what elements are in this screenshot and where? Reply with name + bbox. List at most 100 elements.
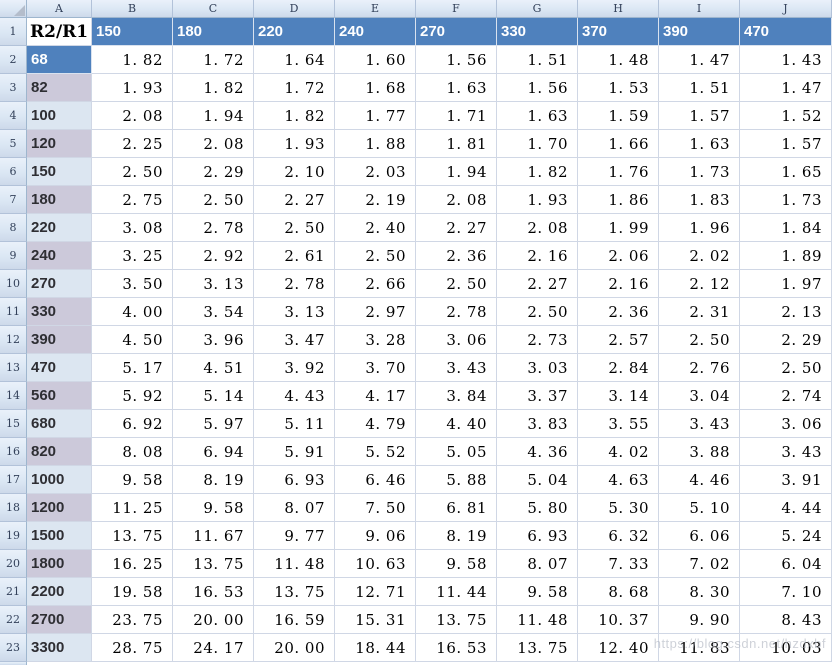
data-cell[interactable]: 13. 75: [173, 550, 254, 578]
data-cell[interactable]: 1. 57: [740, 130, 832, 158]
data-cell[interactable]: 2. 50: [335, 242, 416, 270]
data-cell[interactable]: 3. 06: [416, 326, 497, 354]
data-cell[interactable]: 1. 51: [497, 46, 578, 74]
data-cell[interactable]: 4. 51: [173, 354, 254, 382]
data-cell[interactable]: 2. 27: [497, 270, 578, 298]
header-cell[interactable]: 150: [92, 18, 173, 46]
data-cell[interactable]: 6. 32: [578, 522, 659, 550]
data-cell[interactable]: 6. 93: [497, 522, 578, 550]
data-cell[interactable]: 5. 52: [335, 438, 416, 466]
data-cell[interactable]: 3. 13: [173, 270, 254, 298]
data-cell[interactable]: 1. 82: [173, 74, 254, 102]
row-header-cell[interactable]: 1500: [27, 522, 92, 550]
data-cell[interactable]: 1. 93: [92, 74, 173, 102]
row-header-cell[interactable]: 1800: [27, 550, 92, 578]
data-cell[interactable]: 7. 33: [578, 550, 659, 578]
row-header-cell[interactable]: 68: [27, 46, 92, 74]
row-header-cell[interactable]: 150: [27, 158, 92, 186]
data-cell[interactable]: 4. 40: [416, 410, 497, 438]
data-cell[interactable]: 6. 94: [173, 438, 254, 466]
data-cell[interactable]: 5. 04: [497, 466, 578, 494]
data-cell[interactable]: 2. 03: [335, 158, 416, 186]
column-header-j[interactable]: J: [740, 0, 832, 18]
data-cell[interactable]: 2. 36: [416, 242, 497, 270]
column-header-b[interactable]: B: [92, 0, 173, 18]
row-header-cell[interactable]: 560: [27, 382, 92, 410]
data-cell[interactable]: 1. 93: [254, 130, 335, 158]
row-number-15[interactable]: 15: [0, 410, 27, 438]
row-number-6[interactable]: 6: [0, 158, 27, 186]
data-cell[interactable]: 1. 88: [335, 130, 416, 158]
data-cell[interactable]: 13. 75: [92, 522, 173, 550]
data-cell[interactable]: 3. 55: [578, 410, 659, 438]
data-cell[interactable]: 13. 75: [497, 634, 578, 662]
data-cell[interactable]: 8. 07: [254, 494, 335, 522]
data-cell[interactable]: 23. 75: [92, 606, 173, 634]
data-cell[interactable]: 2. 08: [173, 130, 254, 158]
data-cell[interactable]: 2. 50: [173, 186, 254, 214]
data-cell[interactable]: 2. 27: [416, 214, 497, 242]
data-cell[interactable]: 1. 52: [740, 102, 832, 130]
data-cell[interactable]: 2. 50: [740, 354, 832, 382]
data-cell[interactable]: 5. 88: [416, 466, 497, 494]
data-cell[interactable]: 7. 50: [335, 494, 416, 522]
select-all-corner[interactable]: [0, 0, 27, 18]
data-cell[interactable]: 11. 83: [659, 634, 740, 662]
data-cell[interactable]: 1. 68: [335, 74, 416, 102]
data-cell[interactable]: 13. 75: [254, 578, 335, 606]
data-cell[interactable]: 1. 77: [335, 102, 416, 130]
row-number-22[interactable]: 22: [0, 606, 27, 634]
row-number-14[interactable]: 14: [0, 382, 27, 410]
data-cell[interactable]: 4. 43: [254, 382, 335, 410]
data-cell[interactable]: 2. 84: [578, 354, 659, 382]
data-cell[interactable]: 19. 58: [92, 578, 173, 606]
data-cell[interactable]: 5. 10: [659, 494, 740, 522]
data-cell[interactable]: 2. 13: [740, 298, 832, 326]
data-cell[interactable]: 3. 25: [92, 242, 173, 270]
data-cell[interactable]: 3. 13: [254, 298, 335, 326]
data-cell[interactable]: 5. 30: [578, 494, 659, 522]
row-number-10[interactable]: 10: [0, 270, 27, 298]
data-cell[interactable]: 9. 58: [173, 494, 254, 522]
data-cell[interactable]: 2. 19: [335, 186, 416, 214]
data-cell[interactable]: 6. 81: [416, 494, 497, 522]
data-cell[interactable]: 2. 50: [497, 298, 578, 326]
data-cell[interactable]: 2. 29: [740, 326, 832, 354]
data-cell[interactable]: 2. 75: [92, 186, 173, 214]
header-cell[interactable]: 240: [335, 18, 416, 46]
header-cell[interactable]: 270: [416, 18, 497, 46]
data-cell[interactable]: 3. 43: [740, 438, 832, 466]
column-header-f[interactable]: F: [416, 0, 497, 18]
row-number-11[interactable]: 11: [0, 298, 27, 326]
data-cell[interactable]: 1. 51: [659, 74, 740, 102]
data-cell[interactable]: 4. 63: [578, 466, 659, 494]
data-cell[interactable]: 9. 06: [335, 522, 416, 550]
data-cell[interactable]: 13. 75: [416, 606, 497, 634]
row-header-cell[interactable]: 240: [27, 242, 92, 270]
header-cell[interactable]: 180: [173, 18, 254, 46]
row-number-23[interactable]: 23: [0, 634, 27, 662]
row-number-19[interactable]: 19: [0, 522, 27, 550]
row-header-cell[interactable]: 390: [27, 326, 92, 354]
data-cell[interactable]: 10. 63: [335, 550, 416, 578]
data-cell[interactable]: 2. 40: [335, 214, 416, 242]
data-cell[interactable]: 9. 90: [659, 606, 740, 634]
data-cell[interactable]: 1. 64: [254, 46, 335, 74]
data-cell[interactable]: 16. 59: [254, 606, 335, 634]
header-cell[interactable]: 370: [578, 18, 659, 46]
data-cell[interactable]: 5. 80: [497, 494, 578, 522]
data-cell[interactable]: 9. 58: [416, 550, 497, 578]
data-cell[interactable]: 2. 36: [578, 298, 659, 326]
data-cell[interactable]: 12. 71: [335, 578, 416, 606]
header-cell[interactable]: 470: [740, 18, 832, 46]
data-cell[interactable]: 2. 25: [92, 130, 173, 158]
data-cell[interactable]: 4. 02: [578, 438, 659, 466]
data-cell[interactable]: 1. 82: [92, 46, 173, 74]
data-cell[interactable]: 16. 53: [173, 578, 254, 606]
data-cell[interactable]: 1. 82: [497, 158, 578, 186]
row-header-cell[interactable]: 120: [27, 130, 92, 158]
data-cell[interactable]: 6. 06: [659, 522, 740, 550]
data-cell[interactable]: 6. 93: [254, 466, 335, 494]
data-cell[interactable]: 1. 82: [254, 102, 335, 130]
data-cell[interactable]: 1. 86: [578, 186, 659, 214]
